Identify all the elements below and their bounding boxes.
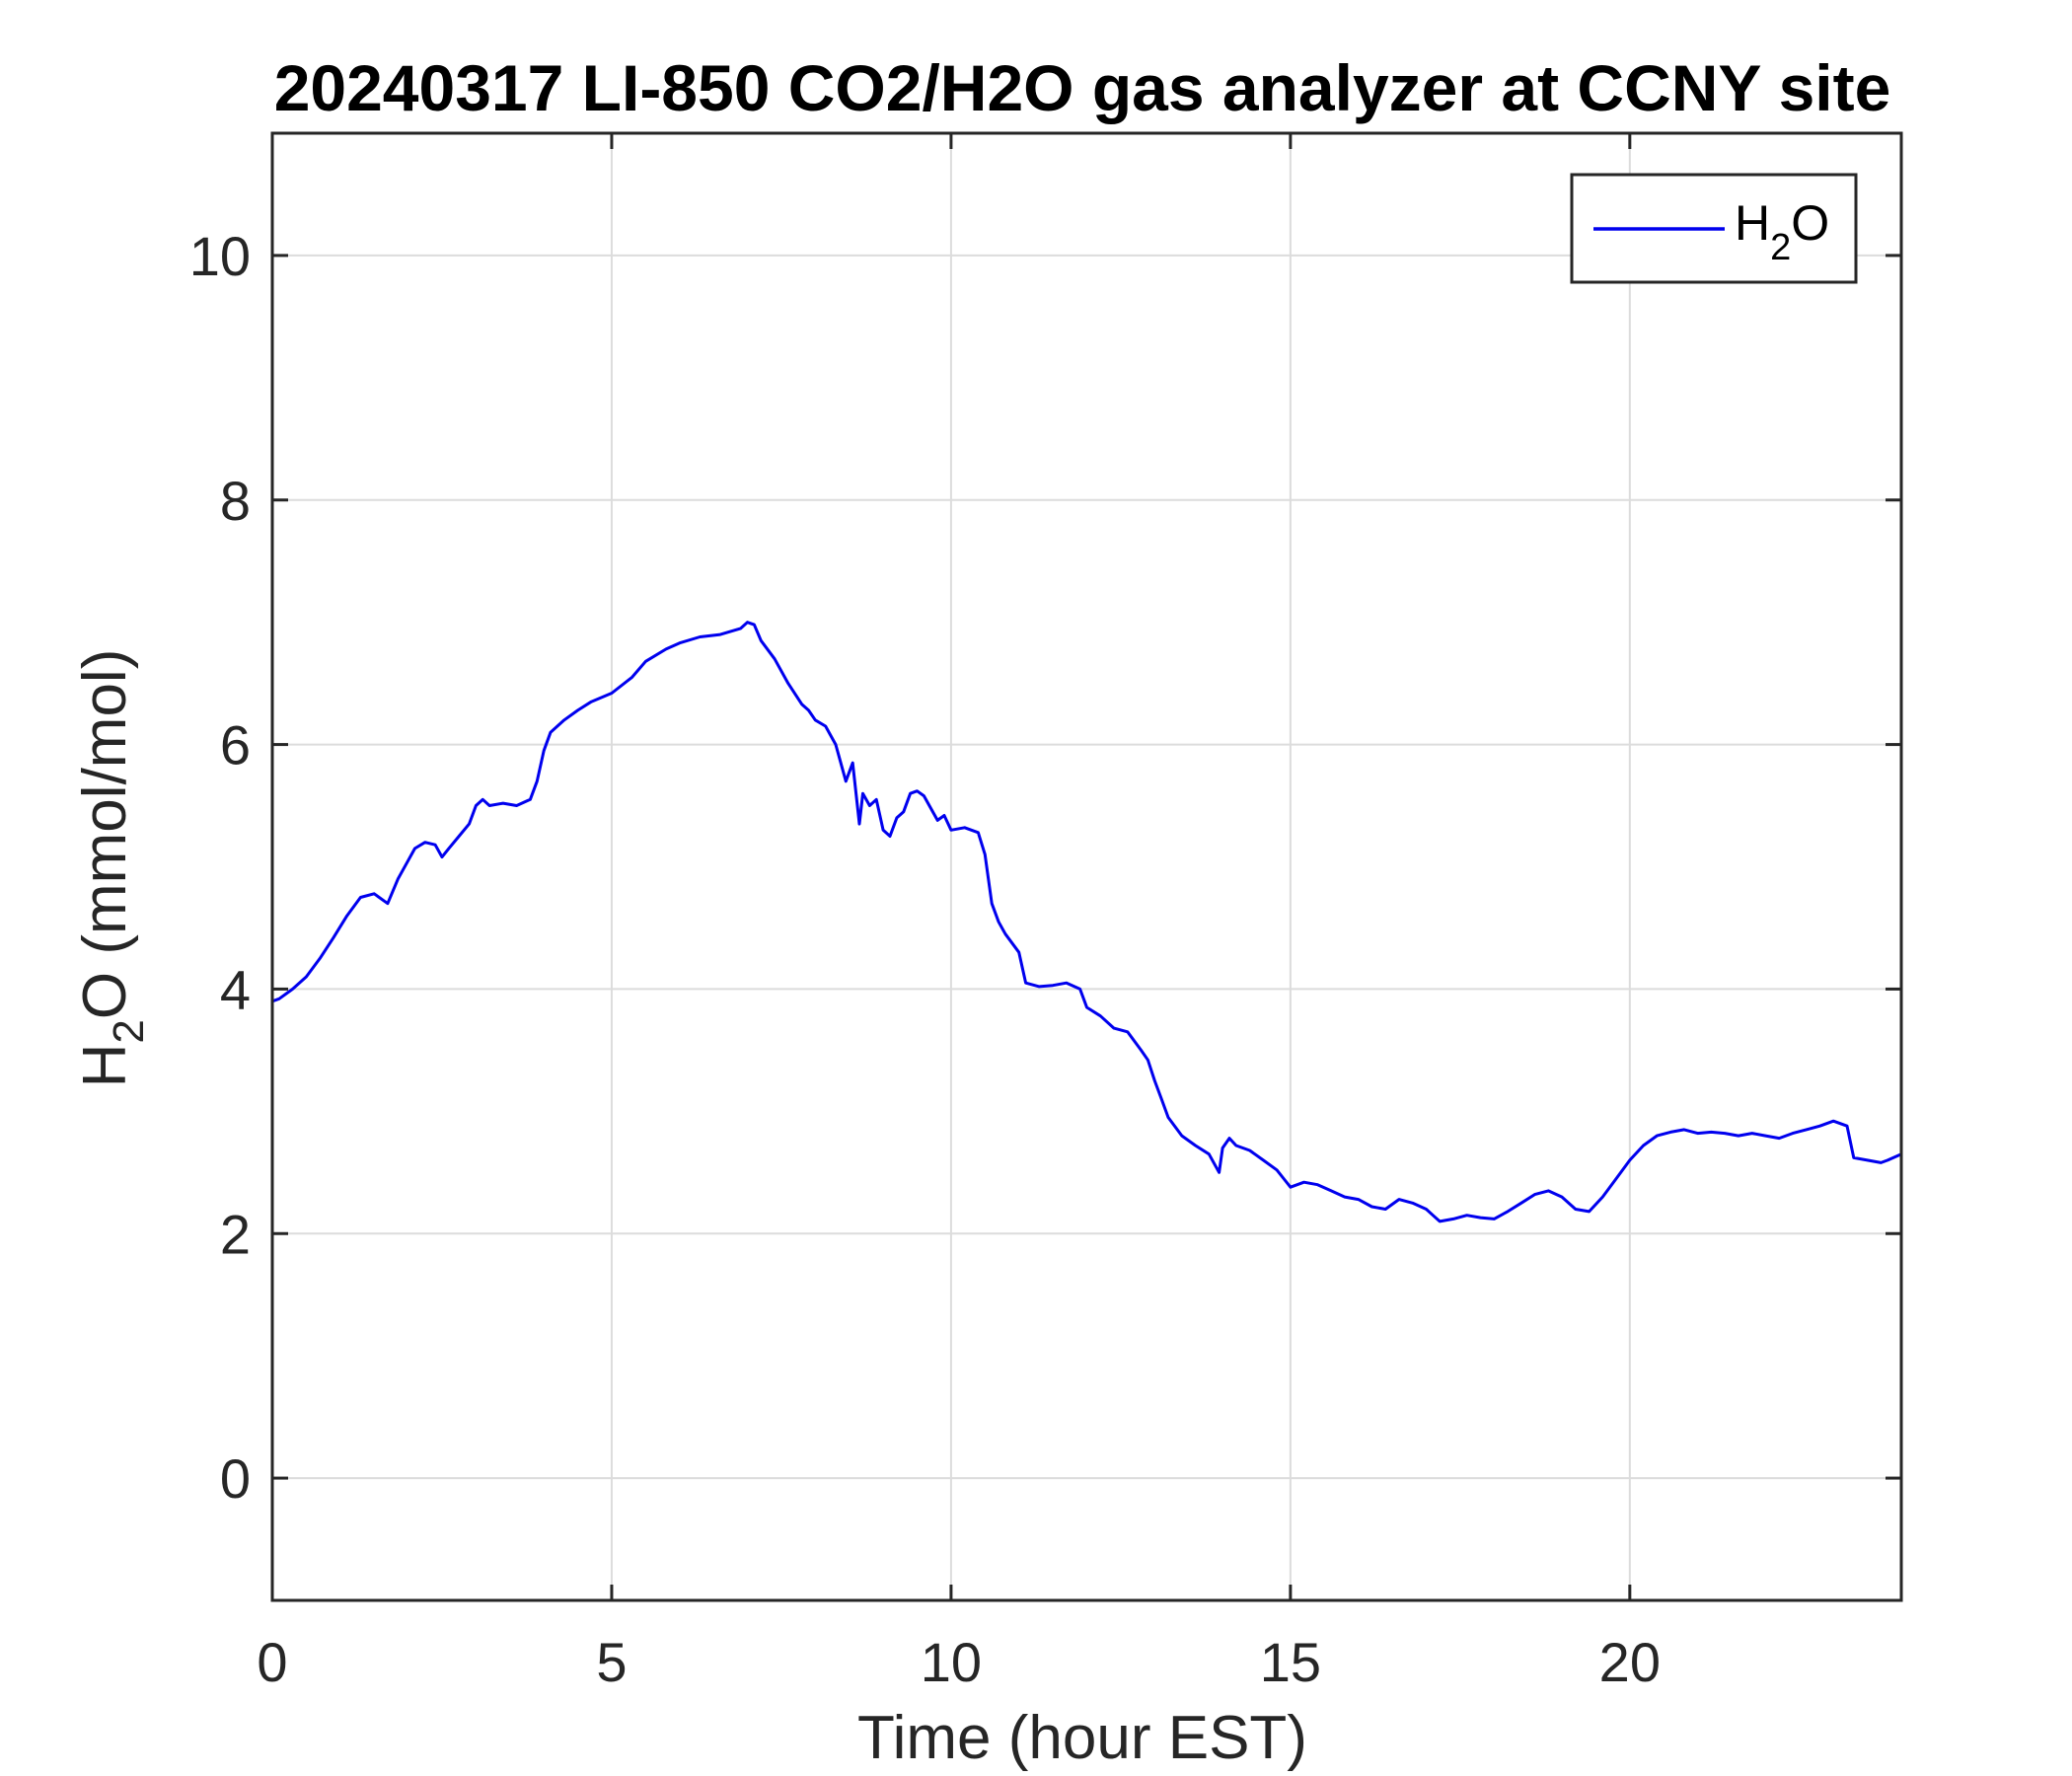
x-tick-labels: 0 5 10 15 20: [257, 1631, 1661, 1693]
axes-box: [270, 131, 1903, 1602]
y-tick-label: 2: [220, 1203, 251, 1265]
y-tick-label: 4: [220, 958, 251, 1020]
y-tick-label: 8: [220, 470, 251, 532]
chart-title: 20240317 LI-850 CO2/H2O gas analyzer at …: [274, 51, 1891, 124]
x-tick-label: 10: [921, 1631, 982, 1693]
x-axis-label: Time (hour EST): [857, 1704, 1307, 1772]
legend-label-post: O: [1791, 195, 1829, 251]
legend-label-h2o: H2O: [1735, 195, 1829, 268]
series-line-h2o: [271, 621, 1902, 1223]
x-tick-label: 15: [1260, 1631, 1321, 1693]
series-layer: [271, 621, 1902, 1223]
axes: [270, 131, 1903, 1602]
legend: H2O: [1570, 173, 1858, 284]
y-tick-label: 6: [220, 714, 251, 777]
y-axis-label-subscript: 2: [105, 1019, 153, 1043]
y-tick-label: 10: [189, 225, 251, 287]
y-axis-label-pre: H: [71, 1044, 139, 1088]
legend-label-subscript: 2: [1770, 227, 1791, 268]
plot-area: [272, 133, 1901, 1600]
x-tick-label: 5: [596, 1631, 627, 1693]
y-axis-label-post: O (mmol/mol): [71, 649, 139, 1019]
legend-label-pre: H: [1735, 195, 1770, 251]
y-axis-label: H2O (mmol/mol): [71, 649, 153, 1088]
x-tick-label: 20: [1599, 1631, 1661, 1693]
x-tick-label: 0: [257, 1631, 287, 1693]
y-tick-labels: 0 2 4 6 8 10: [189, 225, 251, 1510]
y-tick-label: 0: [220, 1447, 251, 1510]
